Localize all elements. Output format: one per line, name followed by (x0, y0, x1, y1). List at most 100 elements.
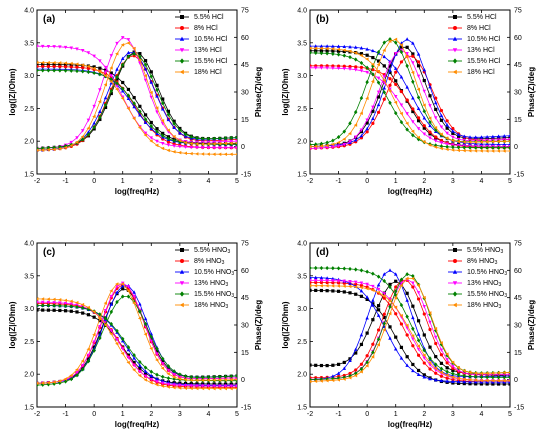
data-point-magnitude (331, 279, 335, 283)
data-point-phase (405, 63, 409, 68)
data-point-magnitude (348, 44, 352, 49)
x-axis-label: log(freq/Hz) (388, 187, 433, 196)
y2-tick-label: 75 (241, 241, 249, 248)
data-point-phase (52, 145, 56, 150)
data-point-magnitude (325, 44, 329, 48)
data-point-phase (166, 112, 171, 117)
data-point-magnitude (330, 284, 335, 288)
data-point-phase (508, 371, 510, 374)
data-point-phase (80, 134, 85, 139)
data-point-magnitude (223, 386, 228, 391)
data-point-magnitude (336, 47, 341, 52)
data-point-phase (405, 272, 409, 277)
data-point-phase (490, 371, 495, 375)
data-point-phase (445, 366, 449, 370)
data-point-magnitude (58, 301, 62, 305)
data-point-phase (336, 140, 341, 145)
data-point-magnitude (120, 96, 125, 101)
data-point-magnitude (416, 119, 421, 123)
data-point-phase (365, 331, 369, 335)
legend-marker (179, 69, 184, 75)
data-point-phase (393, 37, 398, 42)
data-point-phase (200, 136, 205, 141)
data-point-phase (416, 319, 421, 323)
data-point-phase (416, 64, 421, 68)
data-point-phase (63, 145, 68, 150)
data-point-magnitude (462, 373, 467, 378)
data-point-phase (166, 128, 170, 133)
data-point-phase (388, 68, 392, 72)
legend: 5.5% HCl 8% HCl 10.5% HCl 13% HCl 15.5% HCl 1… (175, 14, 228, 76)
data-point-phase (502, 370, 506, 375)
data-point-phase (115, 52, 119, 56)
data-point-phase (416, 60, 421, 64)
data-point-magnitude (319, 265, 324, 271)
data-point-magnitude (445, 373, 449, 377)
data-point-phase (371, 350, 375, 355)
data-point-phase (143, 74, 148, 78)
data-point-magnitude (80, 69, 85, 74)
y2-tick-label: 60 (241, 35, 249, 42)
data-point-magnitude (310, 275, 312, 279)
data-point-phase (434, 96, 438, 100)
data-point-phase (217, 378, 222, 382)
y2-axis-label: Phase(Z)/deg (527, 300, 536, 350)
data-point-magnitude (149, 124, 154, 129)
data-point-magnitude (490, 149, 495, 153)
data-point-phase (126, 50, 131, 55)
y2-tick-label: 45 (241, 295, 249, 302)
data-point-magnitude (37, 297, 39, 301)
data-point-magnitude (178, 145, 182, 149)
legend-label: 15.5% HCl (467, 58, 501, 65)
data-point-phase (393, 52, 398, 56)
data-point-magnitude (69, 304, 74, 309)
data-point-magnitude (428, 143, 432, 147)
x-tick-label: 3 (178, 178, 182, 185)
x-tick-label: -2 (307, 178, 313, 185)
data-point-phase (376, 102, 381, 107)
data-point-phase (126, 294, 131, 299)
data-point-magnitude (217, 152, 222, 157)
y-tick-label: 3.0 (24, 73, 34, 80)
data-point-magnitude (416, 344, 421, 348)
data-point-phase (342, 137, 346, 141)
data-point-magnitude (319, 46, 323, 51)
data-point-magnitude (422, 348, 427, 353)
x-tick-label: 0 (365, 178, 369, 185)
x-tick-label: -2 (34, 178, 40, 185)
data-point-magnitude (160, 146, 165, 151)
data-point-magnitude (491, 145, 495, 150)
data-point-phase (336, 371, 341, 375)
data-point-magnitude (115, 337, 119, 342)
data-point-magnitude (371, 303, 375, 307)
legend: 5.5% HNO3 8% HNO3 10.5% HNO3 13% HNO3 15.5% … (175, 247, 234, 310)
data-point-magnitude (353, 267, 358, 272)
data-point-magnitude (411, 337, 415, 341)
data-point-magnitude (80, 48, 85, 53)
data-point-magnitude (416, 338, 421, 343)
data-point-magnitude (137, 125, 142, 130)
data-point-phase (86, 126, 90, 130)
legend-marker (453, 15, 457, 19)
data-point-magnitude (143, 369, 148, 373)
data-point-phase (422, 305, 427, 309)
data-point-phase (160, 362, 165, 366)
data-point-phase (376, 304, 381, 308)
x-tick-label: 1 (121, 178, 125, 185)
data-point-magnitude (491, 142, 495, 146)
data-point-phase (439, 113, 444, 118)
data-point-phase (485, 371, 489, 376)
data-point-magnitude (325, 49, 329, 53)
data-point-magnitude (138, 359, 142, 365)
data-point-magnitude (40, 44, 45, 49)
data-point-magnitude (160, 141, 165, 146)
data-point-phase (348, 358, 352, 363)
data-point-phase (137, 58, 142, 62)
legend-marker (452, 58, 458, 64)
data-point-phase (434, 355, 438, 359)
data-point-magnitude (138, 366, 142, 371)
data-point-magnitude (138, 109, 142, 114)
data-point-magnitude (359, 281, 364, 285)
data-point-phase (132, 301, 136, 305)
series-6 (310, 37, 510, 153)
